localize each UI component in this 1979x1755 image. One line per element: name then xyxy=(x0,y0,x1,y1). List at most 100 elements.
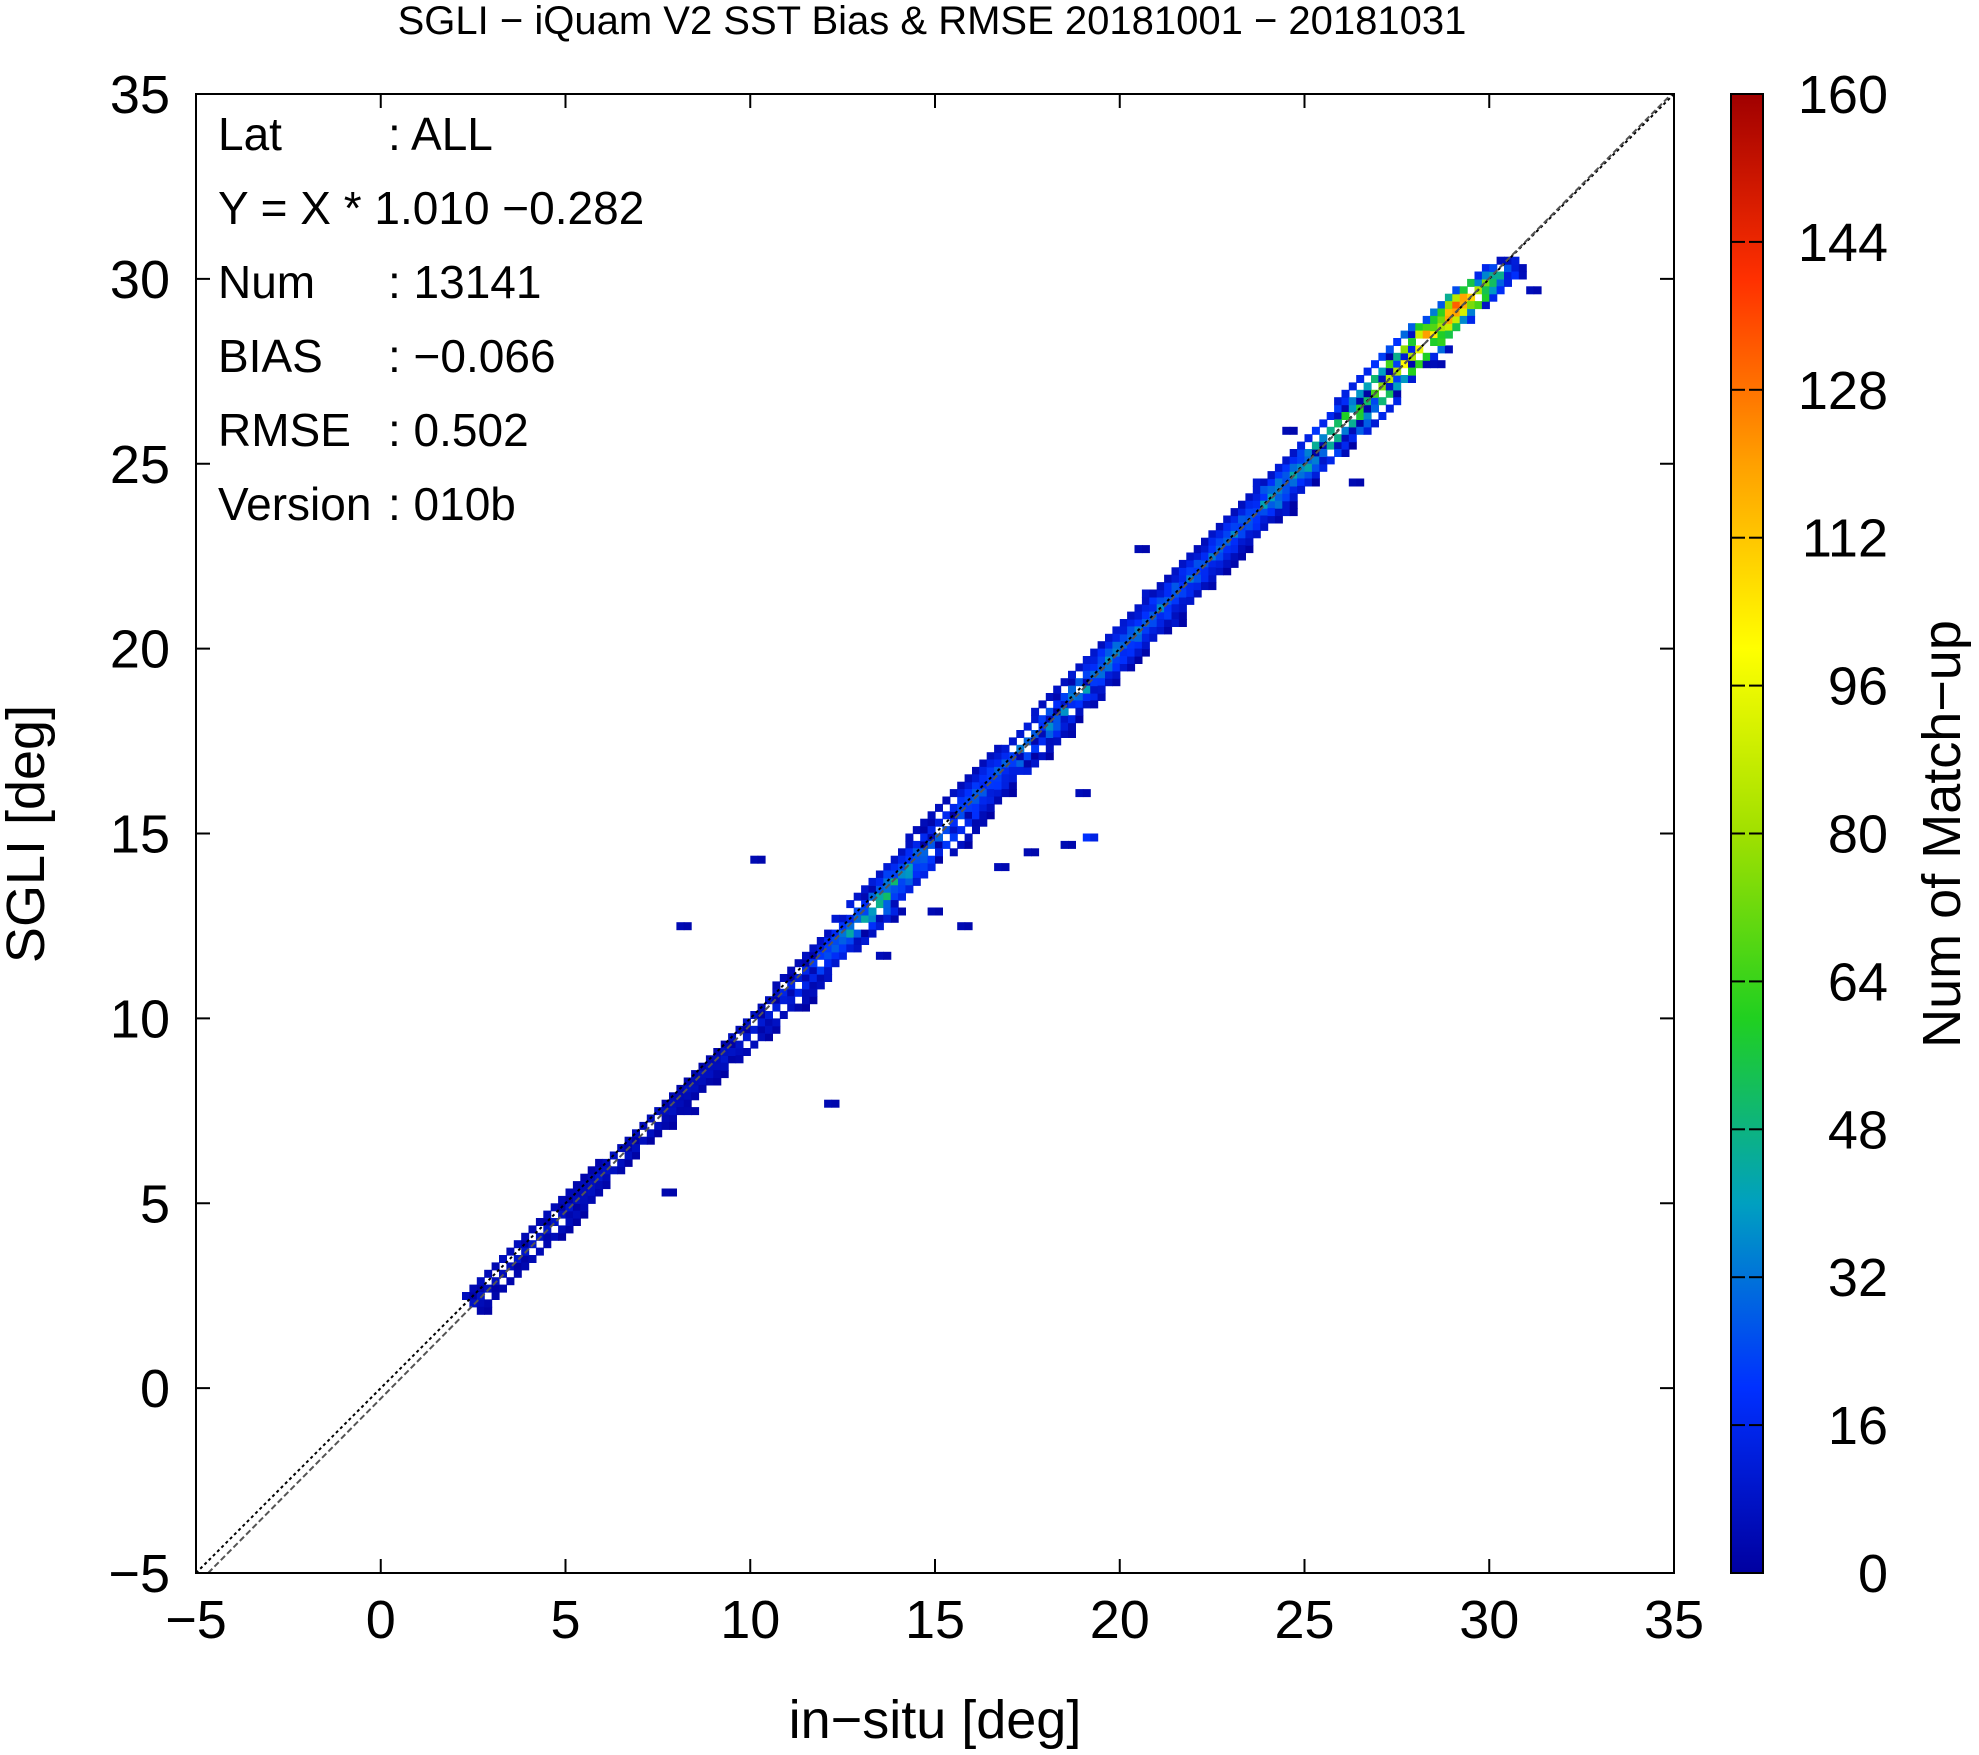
heat-bin xyxy=(1311,463,1320,472)
heat-bin xyxy=(890,870,899,879)
heat-bin xyxy=(787,1003,796,1012)
heat-bin xyxy=(1496,286,1505,295)
stats-key: Num xyxy=(218,256,315,308)
heat-bin xyxy=(935,848,943,857)
heat-bin xyxy=(1149,626,1158,635)
heat-bin xyxy=(957,811,966,820)
heat-bin xyxy=(705,1077,714,1086)
heat-bin xyxy=(1001,863,1010,872)
heat-bin xyxy=(787,966,796,975)
heat-bin xyxy=(809,944,818,953)
heat-bin xyxy=(1319,456,1328,465)
heat-bin xyxy=(1223,545,1232,554)
heat-bin xyxy=(1097,678,1106,687)
heat-bin xyxy=(469,1284,478,1293)
heat-bin xyxy=(1422,330,1431,339)
heat-bin xyxy=(587,1166,596,1175)
heat-bin xyxy=(1060,678,1069,687)
x-tick-label: 35 xyxy=(1644,1590,1704,1650)
heat-bin xyxy=(1016,759,1025,768)
heat-bin xyxy=(572,1181,581,1190)
heat-bin xyxy=(1230,545,1239,554)
heat-bin xyxy=(1393,338,1402,346)
heat-bin xyxy=(868,914,877,923)
heat-bin xyxy=(927,826,936,835)
heat-bin xyxy=(1252,478,1261,487)
heat-bin xyxy=(1230,552,1239,561)
heat-bin xyxy=(661,1121,670,1130)
heat-bin xyxy=(1422,315,1431,324)
heat-bin xyxy=(853,944,862,953)
heat-bin xyxy=(750,1011,759,1019)
heat-bin xyxy=(1245,508,1254,517)
heat-bin xyxy=(957,781,966,790)
heat-bin xyxy=(1474,301,1483,310)
heat-bin xyxy=(521,1262,530,1271)
heat-bin xyxy=(1001,744,1010,753)
heat-bin xyxy=(1031,715,1040,724)
heat-bin xyxy=(1127,663,1136,672)
heat-bin xyxy=(1459,308,1468,317)
heat-bin xyxy=(1341,397,1350,406)
heat-bin xyxy=(1467,308,1476,317)
heat-bin xyxy=(1267,508,1276,517)
heat-bin xyxy=(1304,463,1313,472)
heat-bin xyxy=(1481,293,1490,302)
heat-bin xyxy=(1075,707,1084,716)
heat-bin xyxy=(1430,360,1439,369)
heat-bin xyxy=(920,818,929,827)
y-tick-label: 25 xyxy=(110,435,170,495)
heat-bin xyxy=(1038,700,1047,709)
heat-bin xyxy=(964,774,973,783)
heat-bin xyxy=(1363,419,1372,428)
heat-bin xyxy=(838,951,847,960)
heat-bin xyxy=(787,981,796,990)
heat-bin xyxy=(1282,471,1291,480)
heat-bin xyxy=(1090,833,1099,842)
heat-bin xyxy=(1230,559,1239,568)
heat-bin xyxy=(1156,619,1165,627)
heat-bin xyxy=(1171,604,1180,613)
heat-bin xyxy=(1385,345,1394,354)
y-tick-label: 20 xyxy=(110,620,170,680)
heat-bin xyxy=(735,1055,744,1064)
heat-bin xyxy=(1319,463,1328,472)
heat-bin xyxy=(1119,641,1128,650)
heat-bin xyxy=(1518,264,1527,273)
heat-bin xyxy=(565,1195,574,1204)
heat-bin xyxy=(1348,397,1357,406)
heat-bin xyxy=(1141,545,1150,554)
colorbar-tick-label: 160 xyxy=(1798,65,1888,125)
heat-bin xyxy=(476,1277,485,1286)
heat-bin xyxy=(1260,478,1269,487)
heat-bin xyxy=(1452,315,1461,324)
heat-bin xyxy=(772,1025,781,1034)
y-tick-label: −5 xyxy=(108,1544,170,1604)
heat-bin xyxy=(1053,737,1062,746)
heat-bin xyxy=(661,1099,670,1108)
x-tick-label: 10 xyxy=(720,1590,780,1650)
heat-bin xyxy=(861,914,870,923)
heat-bin xyxy=(1045,722,1054,731)
heat-bin xyxy=(846,922,855,931)
heat-bin xyxy=(1311,441,1320,450)
heat-bin xyxy=(809,996,818,1005)
heat-bin xyxy=(1245,545,1254,554)
heat-bin xyxy=(1430,352,1439,361)
heat-bin xyxy=(853,929,862,938)
heat-bin xyxy=(1134,648,1143,657)
heat-bin xyxy=(1045,744,1054,753)
heat-bin xyxy=(1023,722,1032,731)
heat-bin xyxy=(1274,478,1283,487)
heat-bin xyxy=(890,900,899,909)
heat-bin xyxy=(890,877,899,886)
heat-bin xyxy=(949,811,958,820)
heat-bin xyxy=(1112,648,1121,657)
heat-bin xyxy=(535,1218,544,1226)
heat-bin xyxy=(1141,626,1150,635)
heat-bin xyxy=(1156,589,1165,598)
heat-bin xyxy=(1334,397,1343,406)
heat-bin xyxy=(1297,449,1306,457)
heat-bin xyxy=(1186,567,1195,576)
heat-bin xyxy=(469,1299,478,1308)
